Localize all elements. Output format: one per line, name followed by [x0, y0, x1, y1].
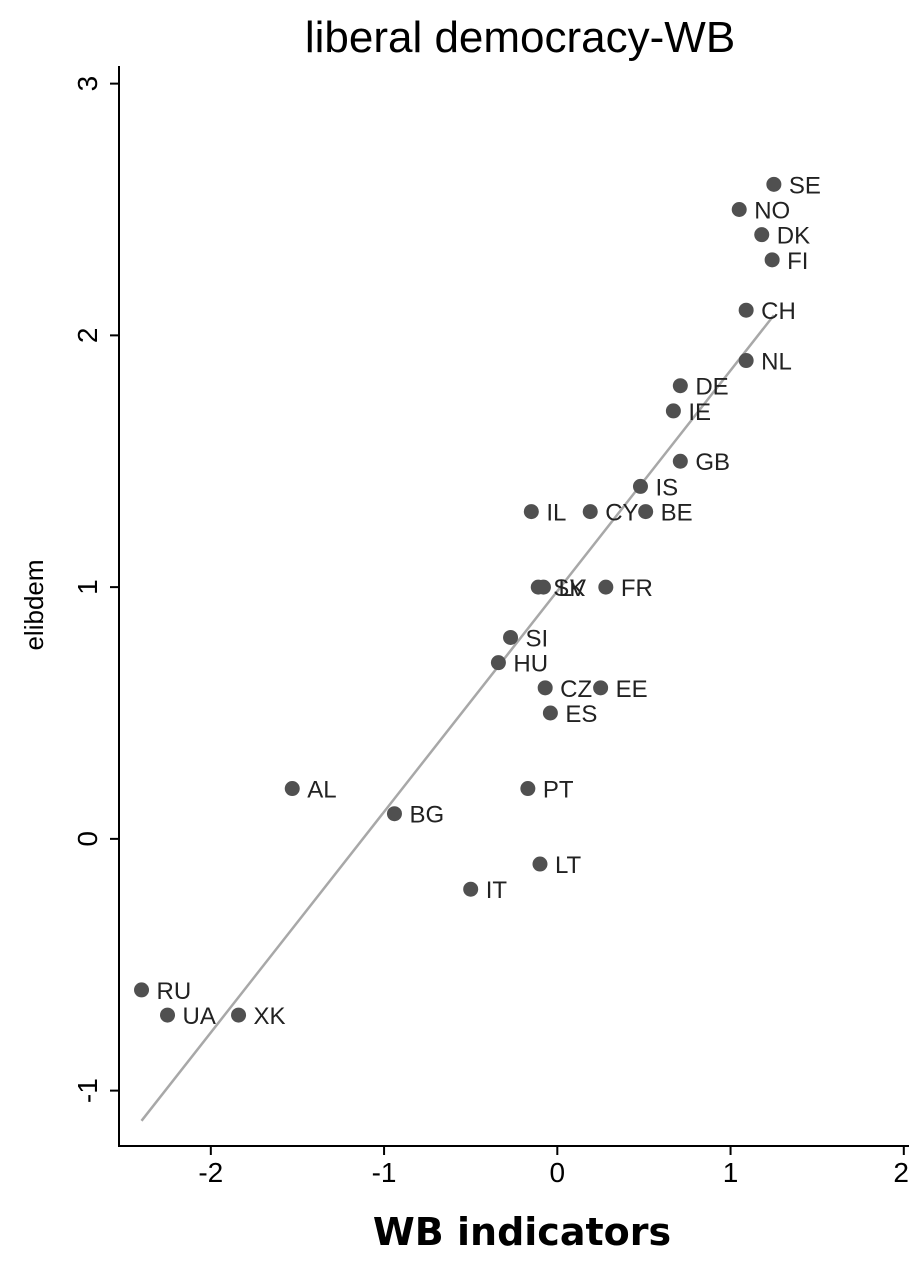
- x-tick-label: -2: [198, 1157, 223, 1188]
- y-tick-label: -1: [72, 1078, 103, 1103]
- point-label-es: ES: [565, 701, 597, 728]
- data-point-es: [542, 705, 558, 721]
- data-point-hu: [490, 655, 506, 671]
- data-points: [134, 176, 782, 1023]
- y-tick-label: 0: [72, 831, 103, 847]
- y-tick-label: 1: [72, 579, 103, 595]
- point-label-sk: SK: [553, 575, 585, 602]
- data-point-dk: [754, 227, 770, 243]
- y-axis-ticks: -1 0 1 2 3: [72, 76, 119, 1103]
- data-point-gb: [672, 453, 688, 469]
- data-point-fi: [764, 252, 780, 268]
- point-label-lt: LT: [555, 852, 582, 879]
- data-point-bg: [386, 806, 402, 822]
- data-point-pt: [520, 781, 536, 797]
- point-label-se: SE: [789, 172, 821, 199]
- data-point-cy: [582, 504, 598, 520]
- x-tick-label: 1: [723, 1157, 739, 1188]
- y-tick-label: 3: [72, 76, 103, 92]
- y-tick-label: 2: [72, 328, 103, 344]
- point-label-cz: CZ: [560, 676, 592, 703]
- data-point-lt: [532, 856, 548, 872]
- x-tick-label: 2: [893, 1157, 909, 1188]
- data-point-no: [731, 201, 747, 217]
- point-label-ch: CH: [761, 298, 796, 325]
- regression-line: [140, 314, 775, 1122]
- point-label-fr: FR: [621, 575, 653, 602]
- x-axis-label: WB indicators: [373, 1210, 671, 1254]
- x-tick-label: -1: [372, 1157, 397, 1188]
- point-label-no: NO: [754, 197, 790, 224]
- data-point-ee: [593, 680, 609, 696]
- data-point-fr: [598, 579, 614, 595]
- data-point-it: [463, 881, 479, 897]
- point-label-pt: PT: [543, 777, 574, 804]
- data-point-xk: [231, 1007, 247, 1023]
- x-tick-label: 0: [550, 1157, 566, 1188]
- point-label-is: IS: [655, 474, 678, 501]
- point-label-be: BE: [661, 500, 693, 527]
- point-label-fi: FI: [787, 248, 808, 275]
- point-label-ie: IE: [688, 399, 711, 426]
- data-point-ua: [160, 1007, 176, 1023]
- point-label-xk: XK: [254, 1003, 286, 1030]
- data-point-cz: [537, 680, 553, 696]
- data-point-ch: [738, 302, 754, 318]
- data-point-be: [638, 504, 654, 520]
- data-point-ru: [134, 982, 150, 998]
- data-point-il: [523, 504, 539, 520]
- data-point-se: [766, 176, 782, 192]
- point-label-gb: GB: [695, 449, 730, 476]
- point-label-al: AL: [307, 777, 336, 804]
- point-label-ee: EE: [616, 676, 648, 703]
- point-label-it: IT: [486, 877, 508, 904]
- point-label-hu: HU: [513, 651, 548, 678]
- y-axis-label: elibdem: [19, 559, 49, 650]
- data-point-de: [672, 378, 688, 394]
- point-label-ru: RU: [157, 978, 192, 1005]
- data-point-lv: [535, 579, 551, 595]
- chart-title: liberal democracy-WB: [305, 13, 735, 62]
- point-label-dk: DK: [777, 223, 810, 250]
- data-point-ie: [665, 403, 681, 419]
- data-point-is: [632, 478, 648, 494]
- data-point-al: [284, 781, 300, 797]
- point-label-de: DE: [695, 374, 728, 401]
- point-label-nl: NL: [761, 349, 792, 376]
- data-point-si: [503, 629, 519, 645]
- point-label-il: IL: [546, 500, 566, 527]
- point-label-ua: UA: [183, 1003, 216, 1030]
- point-label-lv: LV: [558, 575, 586, 602]
- point-label-bg: BG: [409, 802, 444, 829]
- point-label-si: SI: [526, 625, 549, 652]
- data-point-nl: [738, 353, 754, 369]
- x-axis-ticks: -2 -1 0 1 2: [198, 1146, 909, 1188]
- point-label-cy: CY: [605, 500, 638, 527]
